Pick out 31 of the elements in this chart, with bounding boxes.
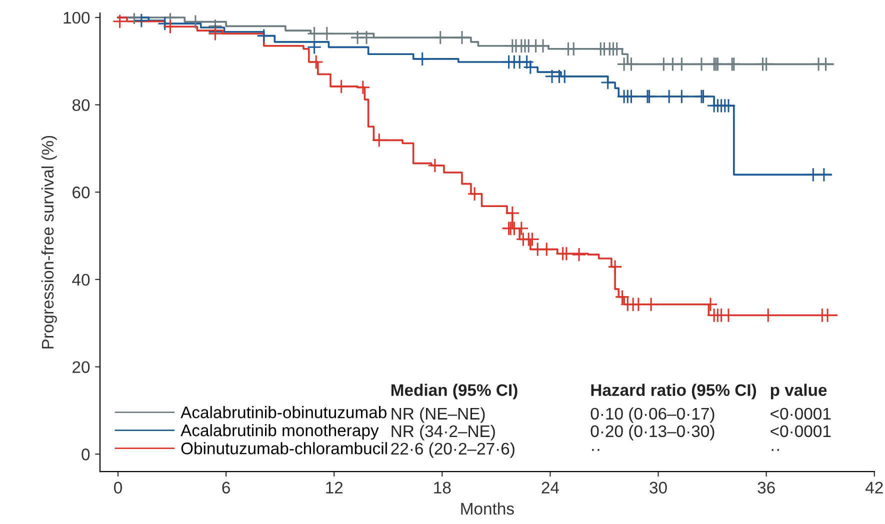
legend-label: Acalabrutinib monotherapy <box>180 424 379 440</box>
annotation: NR (NE–NE) <box>392 407 485 423</box>
x-tick-label: 12 <box>326 482 343 494</box>
x-tick-label: 0 <box>114 482 122 494</box>
y-axis-title: Progression-free survival (%) <box>41 136 57 348</box>
x-tick-label: 24 <box>542 482 560 494</box>
x-tick-label: 36 <box>758 482 775 494</box>
annotation: 0·20 (0·13–0·30) <box>590 424 714 440</box>
y-tick-label: 100 <box>64 12 90 24</box>
annotation: ·· <box>772 449 779 451</box>
annotation: NR (34·2–NE) <box>392 424 495 440</box>
annotation: Median (95% CI) <box>391 384 518 400</box>
x-axis-title: Months <box>461 502 514 515</box>
y-tick-label: 40 <box>72 274 90 286</box>
annotation: Hazard ratio (95% CI) <box>591 384 756 400</box>
y-tick-label: 80 <box>72 99 90 112</box>
y-tick-label: 20 <box>72 361 90 374</box>
annotation: 0·10 (0·06–0·17) <box>590 407 714 423</box>
x-tick-label: 18 <box>434 482 451 494</box>
annotation: p value <box>770 384 827 400</box>
legend-label: Obinutuzumab-chlorambucil <box>181 442 387 454</box>
annotation: <0·0001 <box>770 408 831 420</box>
x-tick-label: 42 <box>865 482 883 494</box>
x-tick-label: 6 <box>222 482 230 494</box>
legend-label: Acalabrutinib-obinutuzumab <box>180 406 386 418</box>
annotation: ·· <box>592 449 600 451</box>
annotation: <0·0001 <box>770 425 831 438</box>
x-tick-label: 30 <box>650 482 667 494</box>
y-tick-label: 60 <box>72 186 90 198</box>
y-tick-label: 0 <box>82 448 90 460</box>
annotation: 22·6 (20·2–27·6) <box>391 442 514 458</box>
